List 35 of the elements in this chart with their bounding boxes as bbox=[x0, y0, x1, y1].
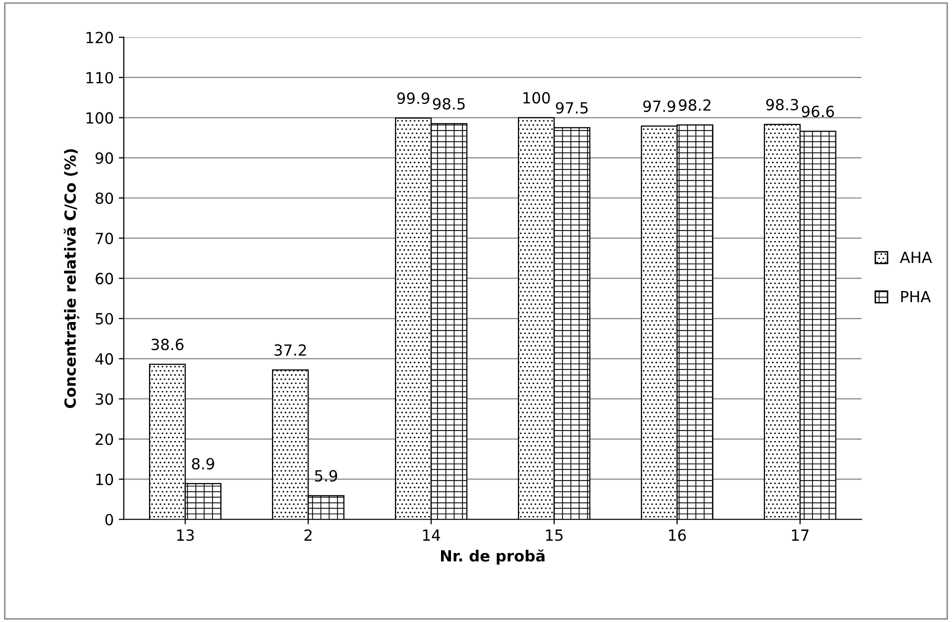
x-tick-label: 14 bbox=[423, 530, 440, 541]
x-tick-label: 13 bbox=[177, 529, 194, 541]
data-label: 99.9 bbox=[397, 92, 430, 104]
y-tick-label: 120 bbox=[86, 32, 114, 44]
y-tick-label: 70 bbox=[96, 232, 114, 244]
y-tick-label: 0 bbox=[105, 514, 114, 526]
y-tick-label: 80 bbox=[96, 192, 114, 204]
data-label: 100 bbox=[523, 92, 550, 104]
legend-label: PHA bbox=[901, 291, 931, 302]
y-tick-label: 110 bbox=[86, 72, 114, 84]
data-label: 98.3 bbox=[766, 98, 798, 110]
data-label: 37.2 bbox=[274, 344, 306, 356]
x-tick-label: 15 bbox=[546, 530, 563, 541]
data-label: 96.6 bbox=[802, 106, 834, 118]
y-tick-label: 20 bbox=[96, 433, 114, 446]
data-label: 98.2 bbox=[678, 99, 710, 111]
y-tick-label: 90 bbox=[96, 152, 114, 164]
data-label: 97.5 bbox=[556, 102, 588, 114]
y-tick-label: 50 bbox=[96, 312, 114, 325]
data-label: 98.5 bbox=[432, 98, 465, 110]
x-axis-title: Nr. de probă bbox=[441, 549, 545, 565]
data-label: 5.9 bbox=[315, 470, 338, 482]
x-tick-label: 17 bbox=[792, 530, 808, 541]
y-tick-label: 10 bbox=[96, 474, 114, 486]
y-tick-label: 30 bbox=[96, 393, 114, 405]
legend-label: AHA bbox=[900, 252, 932, 263]
data-label: 97.9 bbox=[643, 100, 676, 112]
y-tick-label: 100 bbox=[86, 112, 114, 124]
data-label: 38.6 bbox=[152, 338, 184, 350]
x-tick-label: 2 bbox=[304, 529, 312, 541]
x-tick-label: 16 bbox=[669, 529, 686, 541]
y-tick-label: 60 bbox=[96, 272, 114, 284]
y-axis-title: Concentrație relativă C/Co (%) bbox=[64, 149, 80, 408]
data-label: 8.9 bbox=[192, 458, 214, 470]
y-tick-label: 40 bbox=[95, 353, 114, 365]
